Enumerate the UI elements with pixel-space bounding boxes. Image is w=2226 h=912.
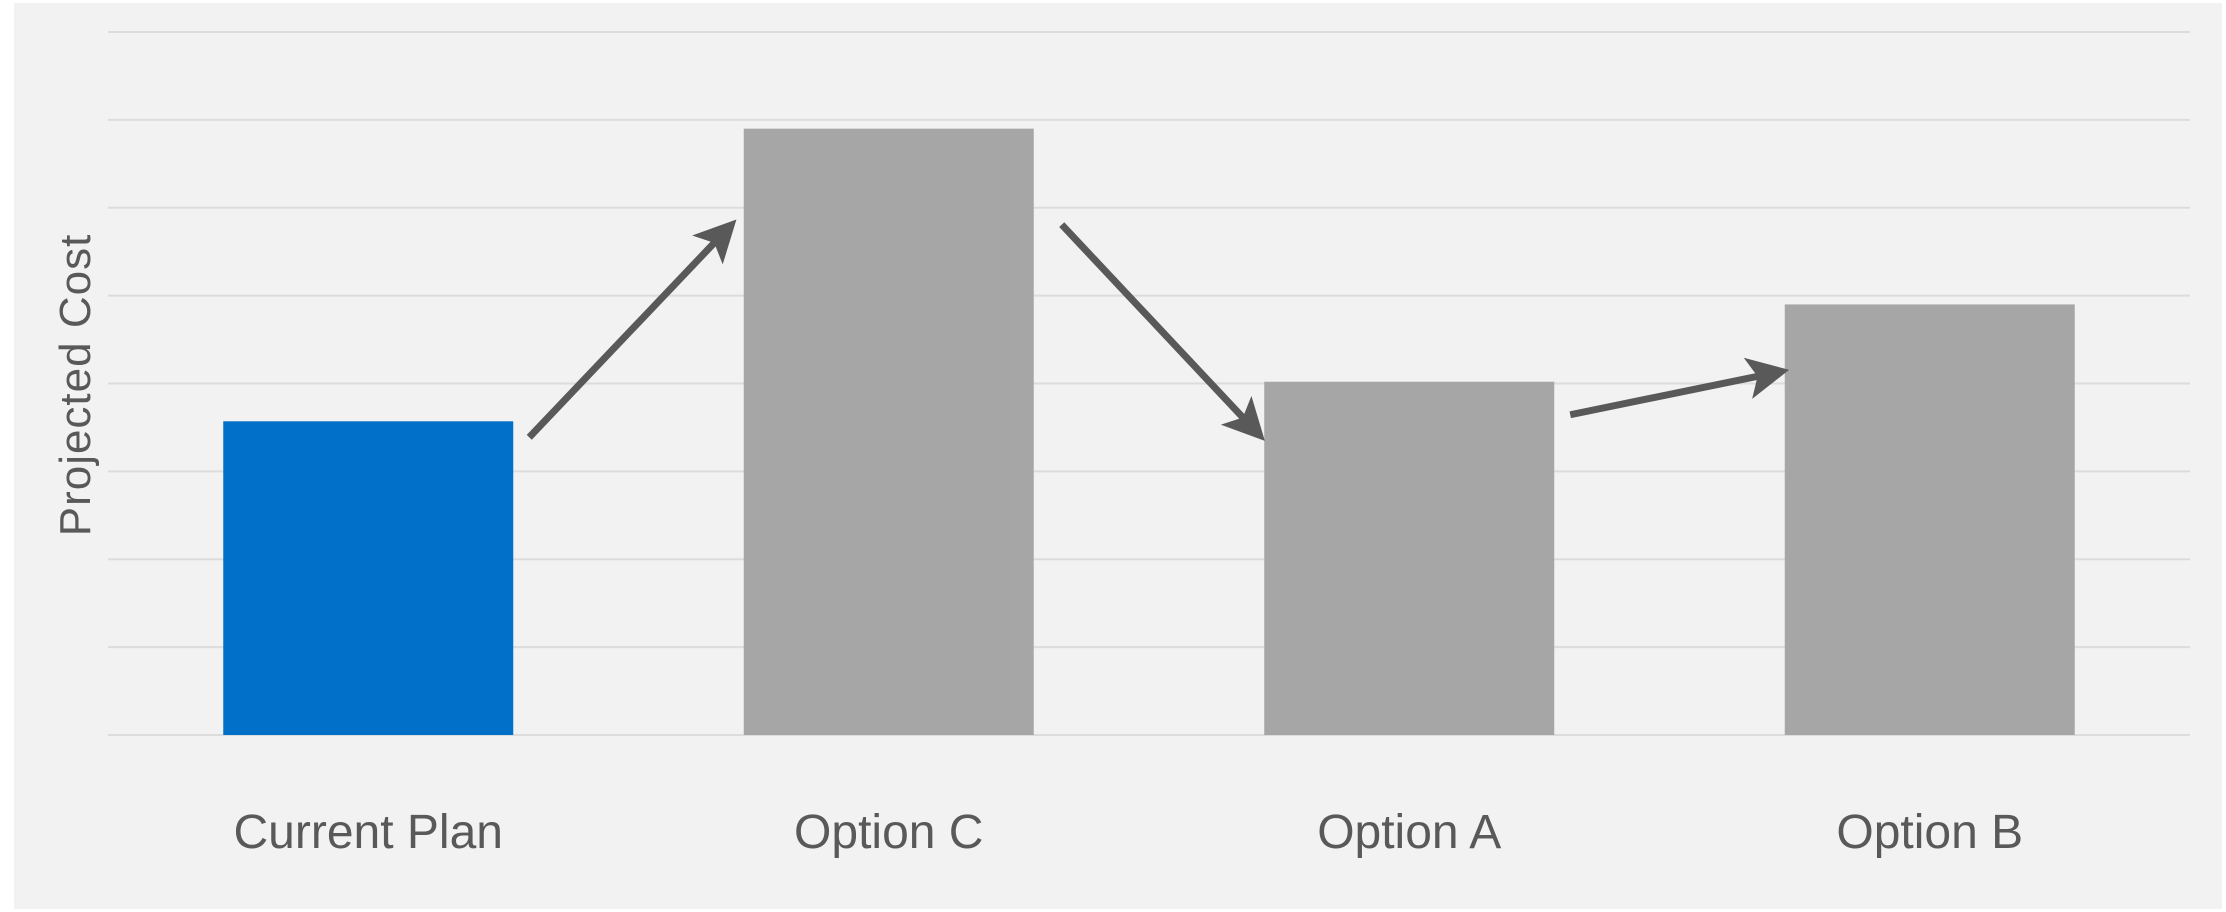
bar-current-plan (223, 421, 514, 735)
trend-arrows (526, 219, 1790, 441)
category-label: Option B (1836, 806, 2023, 859)
bar-option-c (743, 128, 1034, 736)
bar-option-b (1784, 304, 2075, 735)
category-labels: Current Plan Option C Option A Option B (234, 806, 2024, 859)
category-label: Current Plan (234, 806, 503, 859)
arrow-current-plan-to-option-c (526, 219, 737, 440)
arrow-option-a-to-option-b (1569, 357, 1790, 419)
y-axis-title: Projected Cost (51, 234, 100, 537)
bars (223, 128, 2075, 736)
bar-option-a (1264, 381, 1555, 735)
category-label: Option A (1317, 806, 1501, 859)
arrow-option-c-to-option-a (1059, 222, 1265, 441)
category-label: Option C (794, 806, 983, 859)
